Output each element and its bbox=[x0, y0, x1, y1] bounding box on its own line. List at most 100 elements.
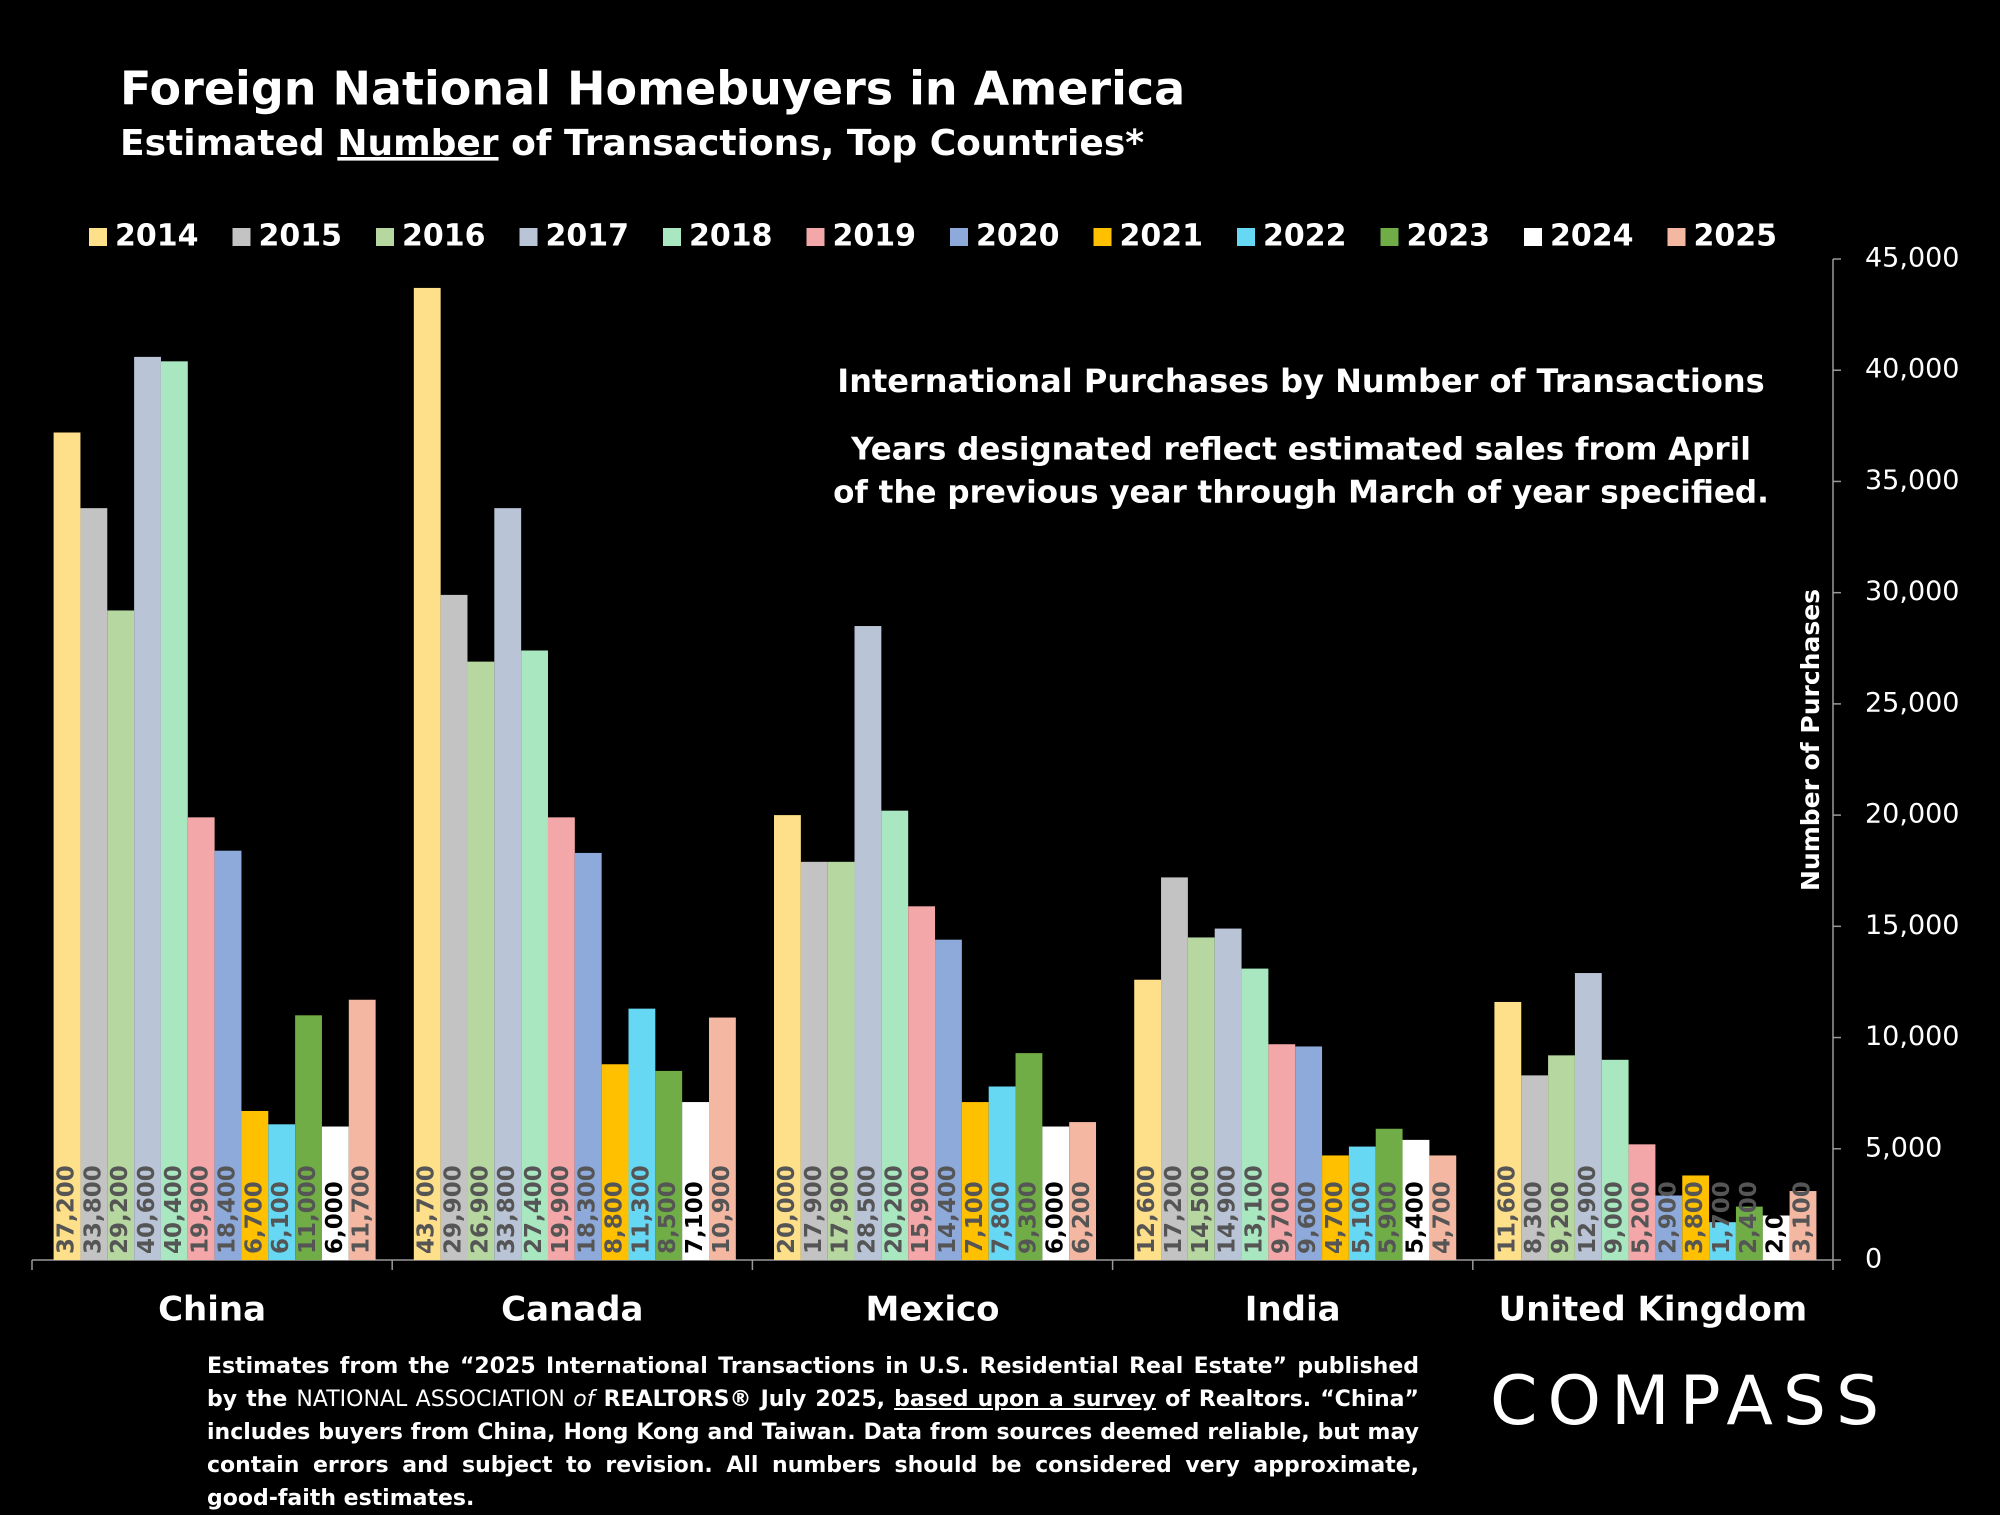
bar bbox=[961, 1102, 989, 1260]
data-label: 7,100 bbox=[962, 1181, 988, 1254]
bar bbox=[655, 1070, 683, 1260]
bar bbox=[53, 432, 81, 1260]
data-label: 12,600 bbox=[1134, 1165, 1160, 1254]
data-label: 7,100 bbox=[682, 1181, 708, 1254]
data-label: 33,800 bbox=[80, 1165, 106, 1254]
data-label: 43,700 bbox=[414, 1165, 440, 1254]
legend-swatch bbox=[1524, 228, 1542, 246]
y-tick-label: 0 bbox=[1865, 1244, 1882, 1275]
x-tick-label: China bbox=[158, 1290, 266, 1330]
data-label: 14,900 bbox=[1215, 1165, 1241, 1254]
footnote-part: based upon a survey bbox=[894, 1387, 1157, 1412]
bar bbox=[1601, 1059, 1629, 1260]
footnote-part: NATIONAL ASSOCIATION bbox=[296, 1387, 574, 1412]
bar bbox=[187, 817, 215, 1260]
data-label: 9,300 bbox=[1015, 1181, 1041, 1254]
data-label: 11,300 bbox=[628, 1165, 654, 1254]
bar bbox=[1735, 1206, 1763, 1260]
subtitle-part: of Transactions, Top Countries* bbox=[499, 123, 1145, 164]
y-tick-label: 40,000 bbox=[1865, 354, 1959, 385]
bar bbox=[1214, 928, 1242, 1260]
legend-swatch bbox=[1237, 228, 1255, 246]
footnote-part: Estimates from the “2025 International T… bbox=[207, 1354, 1419, 1412]
legend-label: 2021 bbox=[1120, 219, 1204, 254]
subtitle-part: Estimated bbox=[120, 123, 337, 164]
subtitle-part: Number bbox=[337, 123, 498, 164]
legend-swatch bbox=[950, 228, 968, 246]
bar bbox=[800, 861, 828, 1260]
legend-label: 2024 bbox=[1550, 219, 1634, 254]
bar bbox=[1348, 1146, 1376, 1260]
bar bbox=[1709, 1222, 1736, 1260]
legend-label: 2025 bbox=[1694, 219, 1778, 254]
x-tick-label: Canada bbox=[501, 1290, 643, 1330]
bar bbox=[1187, 937, 1215, 1260]
y-tick-label: 15,000 bbox=[1865, 910, 1959, 941]
data-label: 12,900 bbox=[1575, 1165, 1601, 1254]
bar bbox=[1268, 1044, 1296, 1260]
chart-subtitle: Estimated Number of Transactions, Top Co… bbox=[120, 123, 1144, 164]
data-label: 8,800 bbox=[602, 1181, 628, 1254]
bar bbox=[80, 508, 108, 1260]
bar bbox=[854, 626, 882, 1260]
bar bbox=[1789, 1191, 1817, 1260]
legend-label: 2018 bbox=[689, 219, 773, 254]
legend-swatch bbox=[663, 228, 681, 246]
data-label: 14,400 bbox=[935, 1165, 961, 1254]
bar bbox=[1762, 1215, 1790, 1260]
data-label: 18,300 bbox=[575, 1165, 601, 1254]
data-label: 9,200 bbox=[1548, 1181, 1574, 1254]
legend-swatch bbox=[376, 228, 394, 246]
data-label: 40,600 bbox=[134, 1165, 160, 1254]
legend-swatch bbox=[89, 228, 107, 246]
legend-label: 2017 bbox=[546, 219, 630, 254]
data-label: 7,800 bbox=[989, 1181, 1015, 1254]
data-label: 19,900 bbox=[188, 1165, 214, 1254]
bar bbox=[268, 1124, 296, 1260]
footnote-part: of Realtors. “China” includes buyers fro… bbox=[207, 1387, 1419, 1511]
bar bbox=[628, 1008, 656, 1260]
bar bbox=[1015, 1053, 1043, 1260]
bar bbox=[1521, 1075, 1549, 1260]
data-label: 9,700 bbox=[1268, 1181, 1294, 1254]
y-tick-label: 10,000 bbox=[1865, 1021, 1959, 1052]
data-label: 9,000 bbox=[1602, 1181, 1628, 1254]
bar bbox=[1682, 1175, 1710, 1260]
legend-label: 2014 bbox=[115, 219, 199, 254]
data-label: 2,000 bbox=[1763, 1181, 1789, 1254]
data-label: 37,200 bbox=[54, 1165, 80, 1254]
bar bbox=[601, 1064, 629, 1260]
legend-swatch bbox=[232, 228, 251, 246]
bar bbox=[988, 1086, 1016, 1260]
y-tick-label: 25,000 bbox=[1865, 687, 1959, 718]
bar bbox=[1134, 979, 1162, 1260]
legend-swatch bbox=[1380, 228, 1399, 246]
legend-label: 2023 bbox=[1407, 219, 1491, 254]
bar bbox=[467, 661, 495, 1260]
data-label: 19,900 bbox=[548, 1165, 574, 1254]
data-label: 6,200 bbox=[1069, 1181, 1095, 1254]
data-label: 11,600 bbox=[1494, 1165, 1520, 1254]
legend-swatch bbox=[519, 228, 538, 246]
data-label: 3,100 bbox=[1790, 1181, 1816, 1254]
data-label: 9,600 bbox=[1295, 1181, 1321, 1254]
bar bbox=[134, 356, 161, 1260]
bar bbox=[521, 650, 548, 1260]
data-label: 6,100 bbox=[268, 1181, 294, 1254]
bar bbox=[1548, 1055, 1575, 1260]
chart-title: Foreign National Homebuyers in America bbox=[120, 62, 1185, 116]
data-label: 3,800 bbox=[1682, 1181, 1708, 1254]
bar bbox=[160, 361, 188, 1260]
legend-swatch bbox=[1667, 228, 1686, 246]
bar bbox=[241, 1110, 269, 1260]
data-label: 26,900 bbox=[467, 1165, 493, 1254]
logo: COMPASS bbox=[1490, 1362, 1890, 1441]
y-tick-label: 45,000 bbox=[1865, 243, 1959, 274]
bar bbox=[708, 1017, 736, 1260]
y-axis-label: Number of Purchases bbox=[1796, 589, 1825, 891]
legend-label: 2020 bbox=[976, 219, 1060, 254]
data-label: 10,900 bbox=[709, 1165, 735, 1254]
bar bbox=[1628, 1144, 1656, 1260]
data-label: 2,400 bbox=[1736, 1181, 1762, 1254]
data-label: 2,900 bbox=[1655, 1181, 1681, 1254]
